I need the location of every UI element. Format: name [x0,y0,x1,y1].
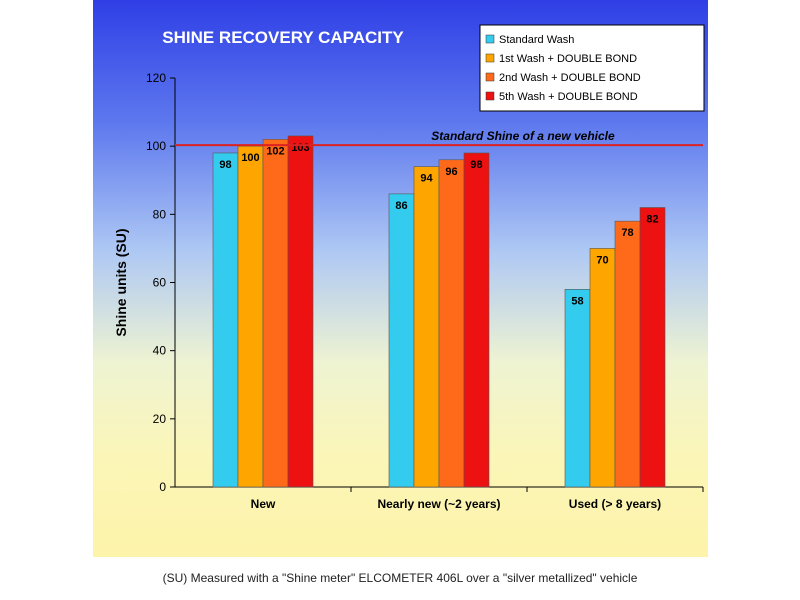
bar [614,220,641,488]
y-tick-label: 20 [153,412,167,426]
bar [463,152,490,488]
bar-value-label: 100 [241,152,259,164]
legend-swatch [485,53,495,63]
y-tick-label: 40 [153,344,167,358]
bar-value-label: 102 [266,145,284,157]
legend-label: 5th Wash + DOUBLE BOND [499,91,638,103]
caption: (SU) Measured with a "Shine meter" ELCOM… [162,571,638,585]
bar-value-label: 96 [445,166,457,178]
legend-label: 2nd Wash + DOUBLE BOND [499,72,641,84]
bar-value-label: 98 [470,159,482,171]
bar-value-label: 98 [219,159,231,171]
bar [287,135,314,488]
bar-value-label: 82 [646,214,658,226]
bar [388,193,415,488]
legend-box [479,24,705,112]
bar [262,139,289,488]
bar [639,207,666,488]
y-tick-label: 60 [153,276,167,290]
bar-value-label: 103 [291,142,309,154]
y-axis-label: Shine units (SU) [113,228,129,336]
legend-label: Standard Wash [499,34,574,46]
y-tick-label: 120 [146,71,166,85]
bar-value-label: 78 [621,227,633,239]
legend-swatch [485,34,495,44]
y-tick-label: 80 [153,207,167,221]
reference-line-label: Standard Shine of a new vehicle [431,129,615,143]
bar-value-label: 58 [571,295,583,307]
chart-panel: SHINE RECOVERY CAPACITY 0 20 40 60 80 100 120 Sh… [93,0,708,557]
shine-recovery-chart: SHINE RECOVERY CAPACITY 0 20 40 60 80 100 120 Sh… [113,24,705,511]
category-label: New [251,497,276,511]
chart-title: SHINE RECOVERY CAPACITY [162,28,404,47]
y-tick-label: 0 [159,480,166,494]
bar-value-label: 94 [420,173,433,185]
bar [413,166,440,488]
category-label: Nearly new (~2 years) [377,497,500,511]
bar-value-label: 86 [395,200,407,212]
legend-swatch [485,72,495,82]
bar [564,289,591,488]
legend-label: 1st Wash + DOUBLE BOND [499,53,637,65]
bar [589,248,616,488]
y-tick-label: 100 [146,139,166,153]
bar-value-label: 70 [596,254,608,266]
legend-swatch [485,91,495,101]
bar [237,145,264,488]
category-label: Used (> 8 years) [569,497,661,511]
bar [212,152,239,488]
bar [438,159,465,488]
